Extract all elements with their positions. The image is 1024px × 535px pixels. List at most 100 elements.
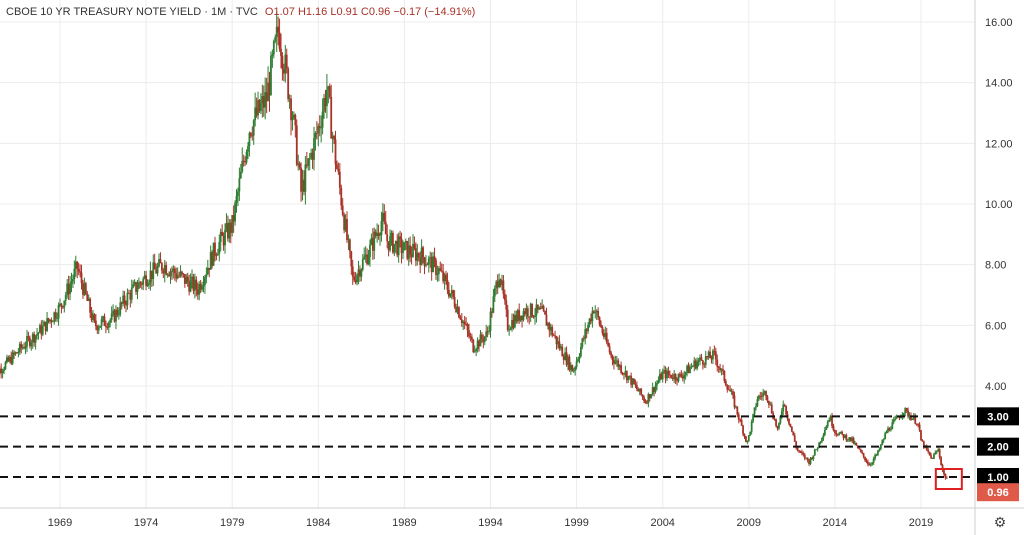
candle-body — [687, 365, 690, 374]
candle-body — [278, 32, 281, 49]
candle-body — [354, 280, 357, 283]
candle-body — [763, 391, 766, 394]
level-label: 2.00 — [987, 442, 1008, 454]
candle-body — [564, 352, 567, 360]
candle-body — [673, 374, 676, 380]
candle-body — [789, 423, 792, 427]
candle-body — [219, 231, 222, 243]
candle-body — [826, 421, 829, 427]
candle-body — [648, 394, 651, 399]
candle-body — [27, 336, 30, 338]
candle-body — [848, 437, 851, 440]
candle-body — [904, 408, 907, 413]
candle-body — [846, 439, 849, 441]
candle-body — [800, 451, 803, 454]
candle-body — [31, 333, 34, 343]
candle-body — [298, 163, 301, 168]
candle-body — [1, 371, 4, 374]
candle-body — [371, 237, 374, 251]
candle-body — [798, 450, 800, 452]
candle-body — [260, 103, 262, 112]
candle-body — [287, 68, 290, 100]
candle-body — [423, 257, 426, 266]
candle-body — [51, 321, 54, 323]
candle-body — [473, 351, 476, 353]
candle-body — [634, 383, 637, 386]
candle-body — [588, 318, 591, 325]
candle-body — [686, 365, 688, 373]
candle-body — [347, 239, 350, 241]
candle-body — [656, 383, 658, 386]
candle-body — [668, 374, 671, 376]
candle-body — [851, 437, 854, 441]
candle-body — [66, 283, 69, 296]
candle-body — [380, 221, 383, 236]
candle-body — [264, 92, 267, 108]
candle-body — [590, 318, 592, 322]
candle-body — [366, 254, 368, 265]
candle-body — [809, 458, 812, 464]
candle-body — [729, 389, 732, 392]
candle-body — [720, 369, 723, 371]
candle-body — [346, 219, 348, 240]
candle-body — [432, 256, 434, 273]
candle-body — [538, 307, 541, 310]
candle-body — [585, 329, 588, 332]
candle-body — [839, 431, 842, 434]
level-label: 1.00 — [987, 472, 1008, 484]
candle-body — [607, 342, 610, 347]
candle-body — [671, 377, 674, 380]
candle-body — [624, 371, 627, 375]
candle-body — [77, 268, 80, 272]
candle-body — [568, 356, 571, 370]
candle-body — [793, 435, 796, 442]
candle-body — [508, 329, 511, 331]
candle-body — [486, 331, 489, 333]
x-tick-label: 1974 — [134, 517, 158, 529]
candle-body — [449, 293, 452, 297]
candle-body — [59, 303, 61, 306]
candle-body — [844, 435, 846, 438]
candle-body — [482, 339, 485, 342]
candle-body — [935, 451, 938, 453]
gear-icon[interactable]: ⚙ — [993, 514, 1007, 530]
candle-body — [663, 370, 666, 372]
candle-body — [238, 178, 241, 192]
candle-body — [435, 260, 437, 276]
candle-body — [357, 269, 360, 276]
candle-body — [928, 451, 931, 456]
candle-body — [237, 191, 239, 196]
candle-body — [367, 256, 370, 265]
candle-body — [173, 268, 176, 274]
candle-body — [559, 346, 562, 349]
candle-body — [750, 421, 753, 432]
candle-body — [389, 236, 391, 251]
candle-body — [591, 311, 594, 322]
candle-body — [39, 325, 41, 333]
y-tick-label: 6.00 — [985, 320, 1006, 332]
candle-body — [703, 364, 706, 366]
candle-body — [72, 279, 74, 282]
chart-legend: CBOE 10 YR TREASURY NOTE YIELD · 1M · TV… — [6, 6, 475, 18]
candle-body — [145, 275, 147, 287]
candle-body — [512, 319, 515, 328]
candle-body — [310, 152, 313, 158]
candle-body — [281, 55, 284, 70]
candle-body — [21, 347, 24, 349]
candle-body — [53, 312, 56, 322]
candle-body — [414, 248, 417, 261]
candle-body — [245, 151, 248, 163]
candle-body — [34, 335, 37, 343]
candle-body — [390, 232, 393, 237]
candle-body — [61, 306, 64, 308]
candle-body — [155, 269, 158, 274]
candle-body — [552, 335, 555, 337]
candle-body — [861, 451, 864, 454]
candle-body — [6, 357, 8, 363]
candle-body — [710, 358, 713, 360]
candle-body — [584, 329, 587, 339]
candle-body — [737, 414, 740, 420]
candle-body — [361, 259, 364, 270]
candle-body — [822, 434, 825, 438]
